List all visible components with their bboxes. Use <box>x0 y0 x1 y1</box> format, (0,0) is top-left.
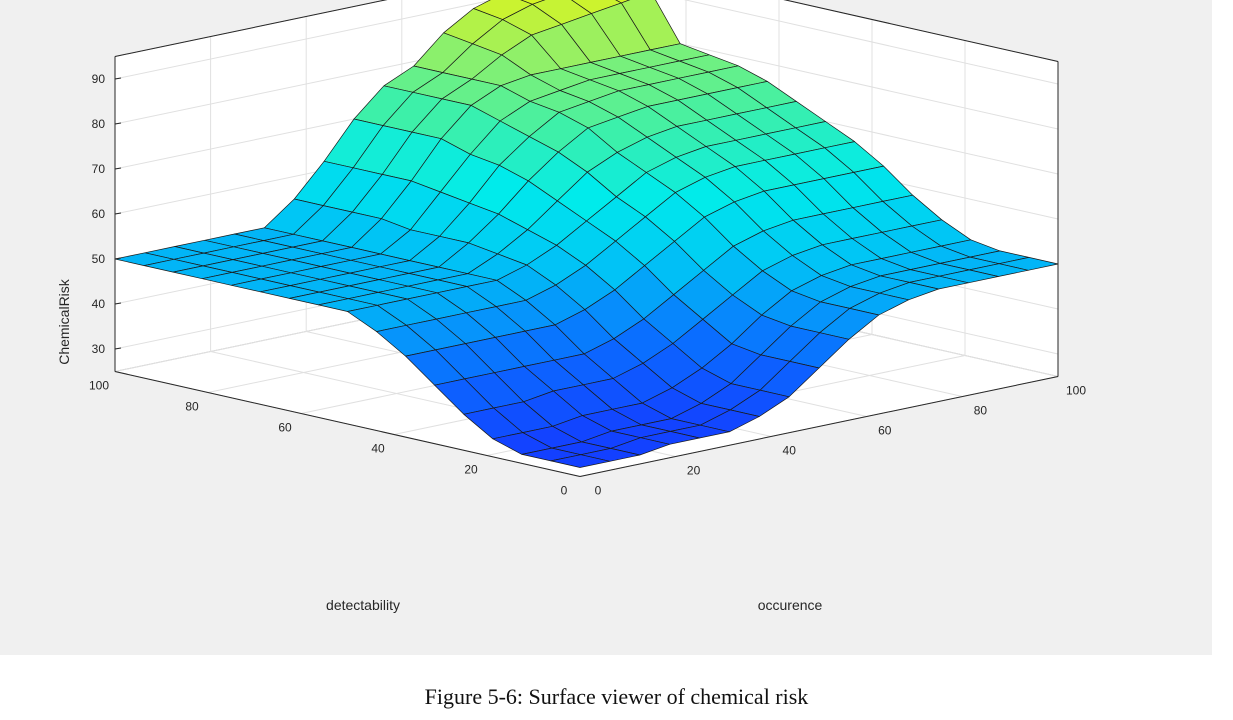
z-tick-label: 80 <box>92 117 106 131</box>
y-tick-label: 80 <box>185 400 199 414</box>
z-tick-mark <box>114 347 122 350</box>
z-tick-label: 30 <box>92 342 106 356</box>
z-tick-label: 40 <box>92 297 106 311</box>
axis-edge <box>783 0 1059 62</box>
y-axis-label: detectability <box>326 597 400 613</box>
tick-labels: 30 40 50 60 70 80 90 0 20 40 60 80 100 0 20 40 60 80 100 <box>89 72 1086 498</box>
z-tick-label: 70 <box>92 162 106 176</box>
surface-patch <box>615 0 631 4</box>
z-axis-label: ChemicalRisk <box>56 278 72 365</box>
axis-edge <box>114 371 581 477</box>
y-tick-label: 20 <box>464 463 478 477</box>
z-tick-mark <box>114 212 122 215</box>
surface-patch <box>520 0 546 5</box>
x-tick-label: 80 <box>974 404 988 418</box>
axis-edge <box>579 376 1059 477</box>
z-gridline <box>114 0 1059 85</box>
x-tick-label: 20 <box>687 464 701 478</box>
y-tick-label: 100 <box>89 379 109 393</box>
y-tick-label: 60 <box>278 421 292 435</box>
figure-caption: Figure 5-6: Surface viewer of chemical r… <box>424 684 809 709</box>
z-tick-label: 60 <box>92 207 106 221</box>
surface-patch <box>550 454 611 468</box>
z-tick-label: 50 <box>92 252 106 266</box>
surface-mesh <box>114 0 1059 468</box>
z-tick-label: 90 <box>92 72 106 86</box>
x-axis-label: occurence <box>758 597 823 613</box>
axis-edge <box>114 0 388 57</box>
x-tick-label: 60 <box>878 424 892 438</box>
z-tick-mark <box>114 167 122 170</box>
z-tick-mark <box>114 257 122 260</box>
x-tick-label: 40 <box>783 444 797 458</box>
x-tick-label: 0 <box>595 484 602 498</box>
y-tick-label: 0 <box>561 484 568 498</box>
z-tick-mark <box>114 77 122 80</box>
y-tick-label: 40 <box>371 442 385 456</box>
z-tick-mark <box>114 122 122 125</box>
x-tick-label: 100 <box>1066 384 1086 398</box>
z-tick-mark <box>114 302 122 305</box>
